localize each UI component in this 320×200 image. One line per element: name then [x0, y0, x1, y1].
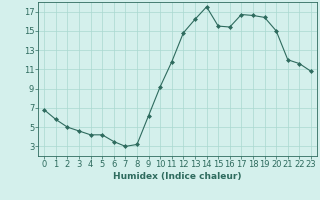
X-axis label: Humidex (Indice chaleur): Humidex (Indice chaleur) — [113, 172, 242, 181]
